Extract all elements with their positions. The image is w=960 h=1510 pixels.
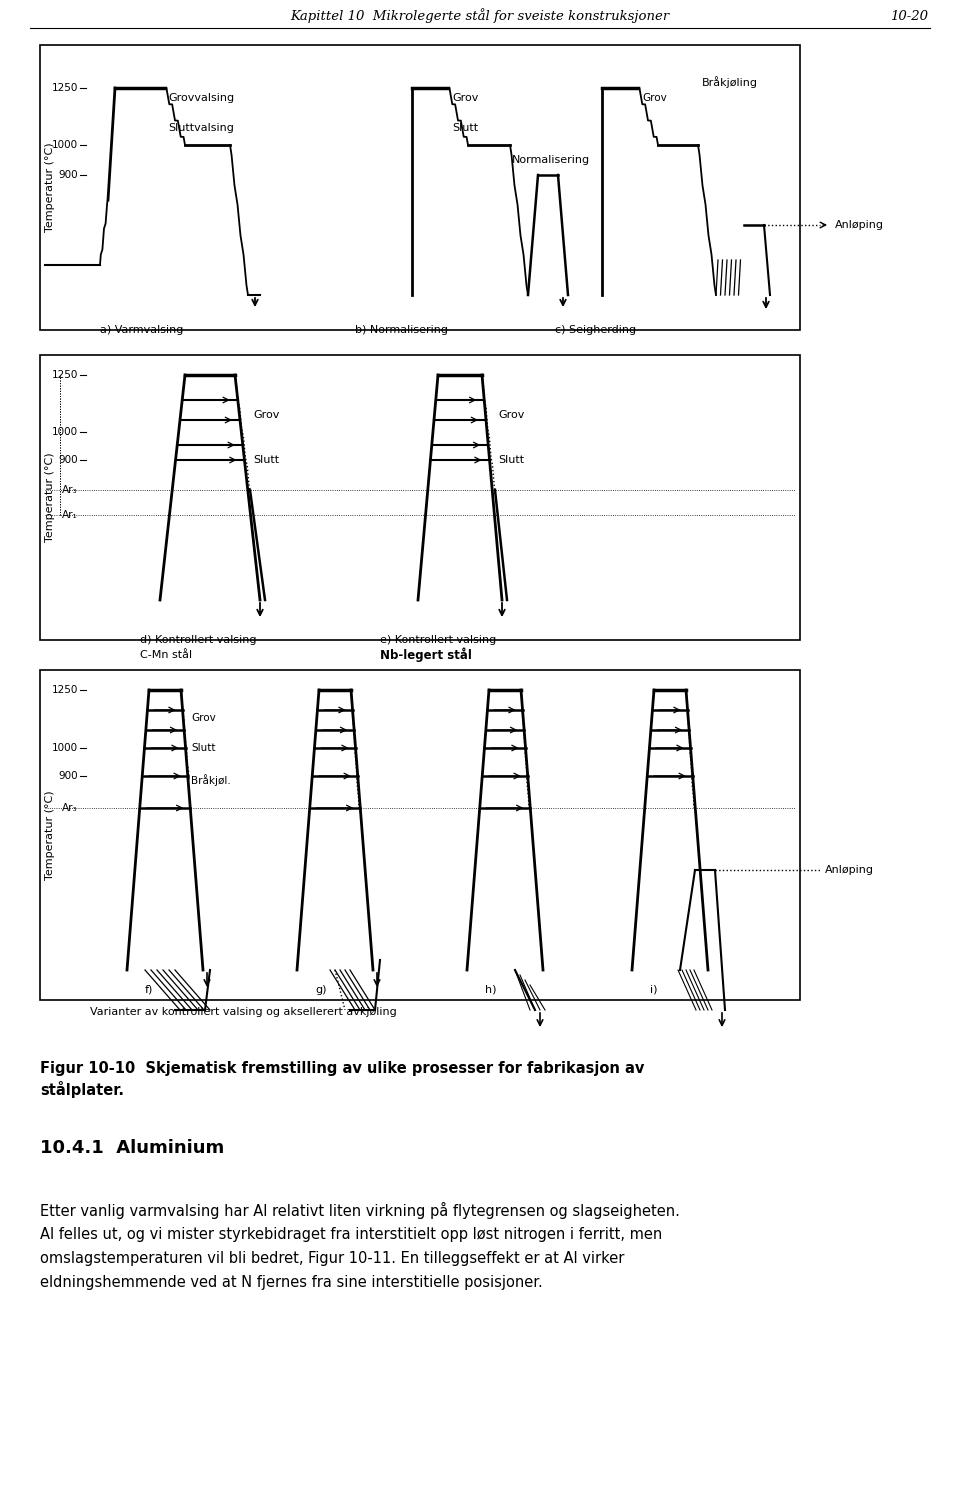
Text: Temperatur (°C): Temperatur (°C) bbox=[45, 451, 55, 542]
Text: 10.4.1  Aluminium: 10.4.1 Aluminium bbox=[40, 1139, 225, 1157]
Text: Bråkjøl.: Bråkjøl. bbox=[191, 775, 230, 785]
Text: 1000: 1000 bbox=[52, 140, 78, 149]
Bar bbox=[40, 45, 800, 331]
Text: 1250: 1250 bbox=[52, 370, 78, 381]
Bar bbox=[40, 670, 800, 1000]
Text: 10-20: 10-20 bbox=[890, 9, 928, 23]
Text: 900: 900 bbox=[59, 455, 78, 465]
Text: Grov: Grov bbox=[452, 94, 478, 103]
Text: Anløping: Anløping bbox=[835, 220, 884, 230]
Text: 1000: 1000 bbox=[52, 427, 78, 436]
Text: c) Seigherding: c) Seigherding bbox=[555, 325, 636, 335]
Text: 900: 900 bbox=[59, 772, 78, 781]
Text: Grovvalsing: Grovvalsing bbox=[168, 94, 234, 103]
Text: Grov: Grov bbox=[498, 411, 524, 420]
Text: Slutt: Slutt bbox=[498, 455, 524, 465]
Text: Slutt: Slutt bbox=[253, 455, 279, 465]
Text: Varianter av kontrollert valsing og aksellerert avkjøling: Varianter av kontrollert valsing og akse… bbox=[90, 1007, 396, 1018]
Text: C-Mn stål: C-Mn stål bbox=[140, 649, 192, 660]
Text: 1000: 1000 bbox=[52, 743, 78, 753]
Text: Grov: Grov bbox=[253, 411, 279, 420]
Text: i): i) bbox=[650, 985, 658, 995]
Text: Kapittel 10  Mikrolegerte stål for sveiste konstruksjoner: Kapittel 10 Mikrolegerte stål for sveist… bbox=[290, 9, 670, 24]
Text: Slutt: Slutt bbox=[452, 122, 478, 133]
Text: eldningshemmende ved at N fjernes fra sine interstitielle posisjoner.: eldningshemmende ved at N fjernes fra si… bbox=[40, 1274, 542, 1290]
Text: 1250: 1250 bbox=[52, 83, 78, 94]
Text: Grov: Grov bbox=[642, 94, 667, 103]
Text: a) Varmvalsing: a) Varmvalsing bbox=[100, 325, 183, 335]
Text: b) Normalisering: b) Normalisering bbox=[355, 325, 448, 335]
Text: Bråkjøling: Bråkjøling bbox=[702, 76, 758, 88]
Text: Al felles ut, og vi mister styrkebidraget fra interstitielt opp løst nitrogen i : Al felles ut, og vi mister styrkebidrage… bbox=[40, 1226, 662, 1241]
Text: Ar₃: Ar₃ bbox=[62, 485, 78, 495]
Text: Slutt: Slutt bbox=[191, 743, 215, 753]
Text: Ar₃: Ar₃ bbox=[62, 803, 78, 812]
Text: e) Kontrollert valsing: e) Kontrollert valsing bbox=[380, 636, 496, 645]
Text: stålplater.: stålplater. bbox=[40, 1081, 124, 1098]
Text: Figur 10-10  Skjematisk fremstilling av ulike prosesser for fabrikasjon av: Figur 10-10 Skjematisk fremstilling av u… bbox=[40, 1060, 644, 1075]
Text: Temperatur (°C): Temperatur (°C) bbox=[45, 142, 55, 233]
Text: omslagstemperaturen vil bli bedret, Figur 10-11. En tilleggseffekt er at Al virk: omslagstemperaturen vil bli bedret, Figu… bbox=[40, 1250, 624, 1265]
Text: Normalisering: Normalisering bbox=[512, 156, 590, 165]
Text: Ar₁: Ar₁ bbox=[62, 510, 78, 519]
Text: Sluttvalsing: Sluttvalsing bbox=[168, 122, 234, 133]
Text: Nb-legert stål: Nb-legert stål bbox=[380, 648, 472, 663]
Text: f): f) bbox=[145, 985, 154, 995]
Text: Anløping: Anløping bbox=[825, 865, 874, 874]
Text: Etter vanlig varmvalsing har Al relativt liten virkning på flytegrensen og slags: Etter vanlig varmvalsing har Al relativt… bbox=[40, 1202, 680, 1219]
Text: 900: 900 bbox=[59, 171, 78, 180]
Text: 1250: 1250 bbox=[52, 686, 78, 695]
Text: Grov: Grov bbox=[191, 713, 216, 723]
Text: d) Kontrollert valsing: d) Kontrollert valsing bbox=[140, 636, 256, 645]
Text: h): h) bbox=[485, 985, 496, 995]
Text: Temperatur (°C): Temperatur (°C) bbox=[45, 790, 55, 880]
Text: g): g) bbox=[315, 985, 326, 995]
Bar bbox=[40, 355, 800, 640]
